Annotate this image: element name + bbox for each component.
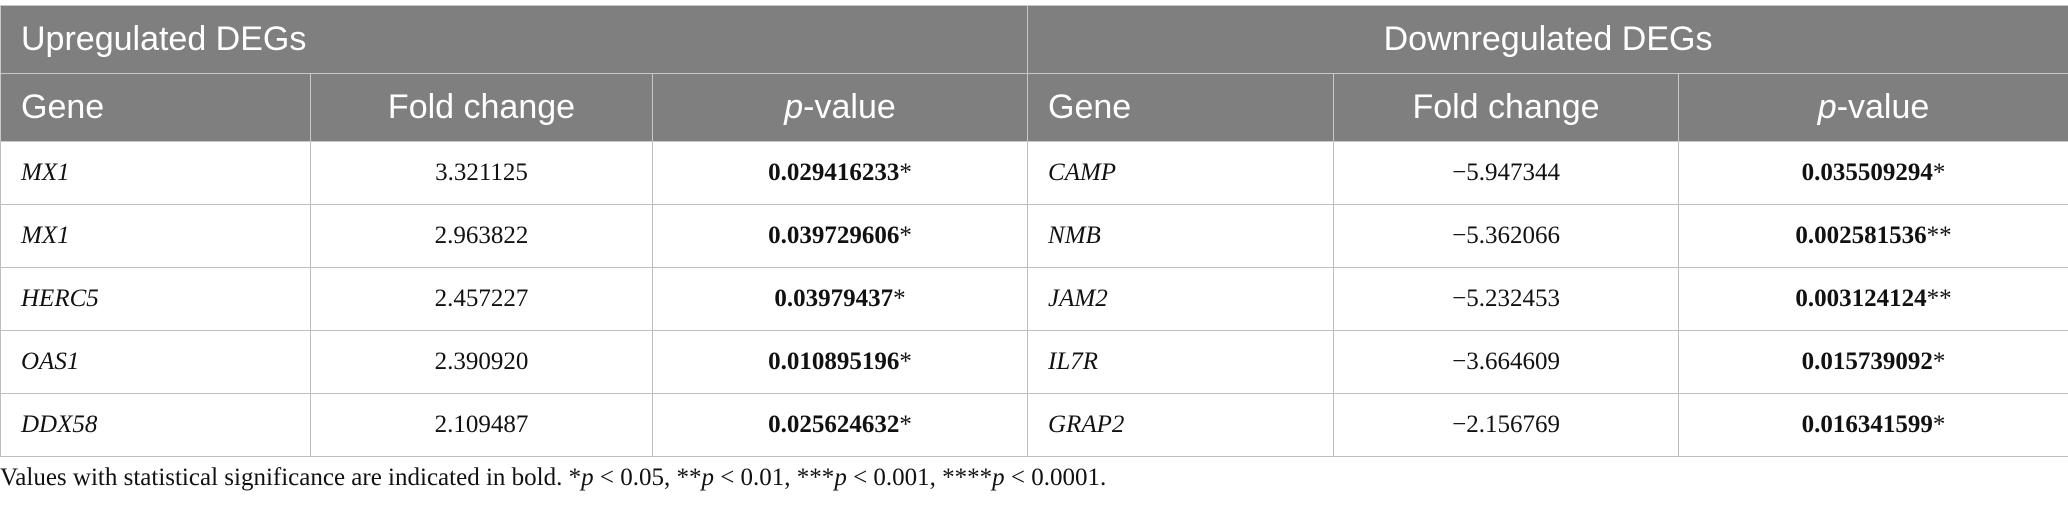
table-body: MX1 3.321125 0.029416233* CAMP −5.947344 0.03…: [0, 141, 2068, 457]
p-value: 0.010895196: [768, 348, 900, 375]
gene-cell: JAM2: [1027, 267, 1335, 331]
p-value-cell: 0.025624632*: [651, 393, 1029, 457]
significance-stars: **: [1926, 222, 1952, 249]
group-row: Upregulated DEGs Downregulated DEGs: [0, 5, 2068, 74]
p-value: 0.016341599: [1801, 411, 1933, 438]
p-value: 0.03979437: [774, 285, 894, 312]
gene-cell: NMB: [1027, 204, 1335, 268]
p-value: 0.039729606: [768, 222, 900, 249]
gene-cell: MX1: [0, 204, 311, 268]
fold-change-cell: 3.321125: [310, 141, 653, 205]
significance-stars: *: [899, 348, 912, 375]
column-header: Fold change: [1333, 73, 1680, 142]
gene-cell: HERC5: [0, 267, 311, 331]
p-value-cell: 0.015739092*: [1678, 330, 2068, 394]
p-value-cell: 0.035509294*: [1678, 141, 2068, 205]
p-value: 0.003124124: [1795, 285, 1927, 312]
p-value-cell: 0.003124124**: [1678, 267, 2068, 331]
p-value-cell: 0.002581536**: [1678, 204, 2068, 268]
table-row: OAS1 2.390920 0.010895196* IL7R −3.664609 0.0…: [0, 330, 2068, 394]
footnote: Values with statistical significance are…: [0, 464, 1107, 491]
significance-stars: **: [1926, 285, 1952, 312]
p-value: 0.015739092: [1801, 348, 1933, 375]
column-header: p-value: [1678, 73, 2068, 142]
fold-change-cell: 2.963822: [310, 204, 653, 268]
p-value: 0.002581536: [1795, 222, 1927, 249]
column-header: Gene: [1027, 73, 1335, 142]
p-value: 0.025624632: [768, 411, 900, 438]
significance-stars: *: [1932, 348, 1946, 375]
fold-change-cell: 2.390920: [310, 330, 653, 394]
p-value-cell: 0.016341599*: [1678, 393, 2068, 457]
fold-change-cell: −5.947344: [1333, 141, 1680, 205]
gene-cell: OAS1: [0, 330, 311, 394]
significance-stars: *: [899, 159, 912, 186]
table-row: DDX58 2.109487 0.025624632* GRAP2 −2.156769 0…: [0, 393, 2068, 457]
table-row: HERC5 2.457227 0.03979437* JAM2 −5.232453 0.0…: [0, 267, 2068, 331]
gene-cell: DDX58: [0, 393, 311, 457]
significance-stars: *: [1932, 159, 1946, 186]
fold-change-cell: 2.457227: [310, 267, 653, 331]
table-head: Upregulated DEGs Downregulated DEGs Gene…: [0, 5, 2068, 142]
gene-cell: IL7R: [1027, 330, 1335, 394]
deg-table: Upregulated DEGs Downregulated DEGs Gene…: [0, 5, 2068, 457]
gene-cell: GRAP2: [1027, 393, 1335, 457]
column-header: Gene: [0, 73, 311, 142]
significance-stars: *: [899, 411, 912, 438]
fold-change-cell: 2.109487: [310, 393, 653, 457]
fold-change-cell: −5.362066: [1333, 204, 1680, 268]
significance-stars: *: [893, 285, 906, 312]
column-row: Gene Fold change p-value Gene Fold change p-v…: [0, 73, 2068, 142]
p-value-cell: 0.029416233*: [651, 141, 1029, 205]
table-row: MX1 3.321125 0.029416233* CAMP −5.947344 0.03…: [0, 141, 2068, 205]
table-row: MX1 2.963822 0.039729606* NMB −5.362066 0.002…: [0, 204, 2068, 268]
p-value: 0.035509294: [1801, 159, 1933, 186]
fold-change-cell: −3.664609: [1333, 330, 1680, 394]
column-header: Fold change: [310, 73, 653, 142]
p-value-cell: 0.03979437*: [651, 267, 1029, 331]
group-header: Upregulated DEGs: [0, 5, 1029, 74]
significance-stars: *: [899, 222, 912, 249]
p-value-cell: 0.039729606*: [651, 204, 1029, 268]
significance-stars: *: [1932, 411, 1946, 438]
p-value-cell: 0.010895196*: [651, 330, 1029, 394]
gene-cell: MX1: [0, 141, 311, 205]
group-header: Downregulated DEGs: [1027, 5, 2068, 74]
column-header: p-value: [651, 73, 1029, 142]
fold-change-cell: −2.156769: [1333, 393, 1680, 457]
gene-cell: CAMP: [1027, 141, 1335, 205]
fold-change-cell: −5.232453: [1333, 267, 1680, 331]
p-value: 0.029416233: [768, 159, 900, 186]
